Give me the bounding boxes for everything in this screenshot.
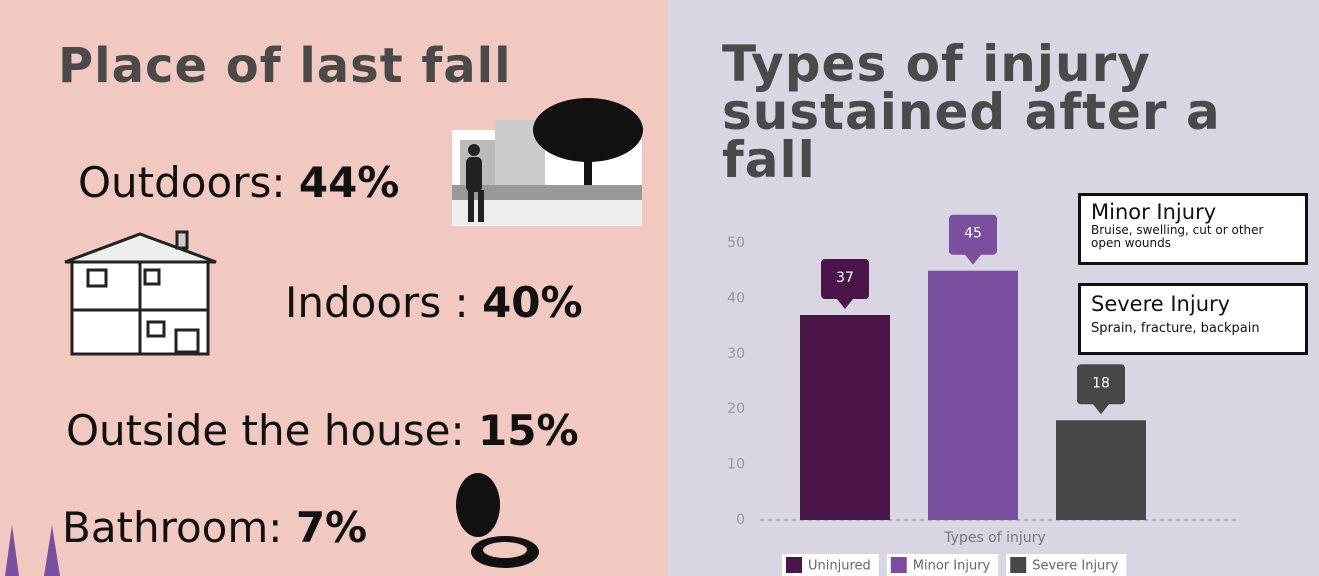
outdoor-icon	[452, 98, 643, 226]
y-tick-label: 30	[727, 346, 745, 362]
bar	[800, 315, 890, 520]
place-item: Outdoors: 44%	[78, 158, 399, 207]
chart-title-line: Types of injury	[722, 35, 1151, 93]
place-label: Bathroom:	[62, 503, 283, 552]
place-value: 44%	[298, 158, 400, 207]
y-tick-label: 0	[736, 512, 745, 528]
left-panel: Place of last fall Outdoors: 44% Indoors…	[0, 0, 668, 576]
left-title: Place of last fall	[58, 38, 512, 94]
value-bubble	[949, 214, 997, 265]
annotation: Minor Injury Bruise, swelling, cut or oth…	[1078, 193, 1308, 265]
y-tick-label: 50	[727, 235, 745, 251]
value-label: 45	[964, 226, 982, 242]
place-label: Outdoors:	[78, 158, 286, 207]
annotation-title: Minor Injury	[1091, 200, 1217, 224]
annotation-text: Bruise, swelling, cut or other open woun…	[1091, 223, 1264, 250]
y-tick-label: 10	[727, 457, 745, 473]
value-label: 37	[836, 270, 854, 286]
legend-label: Severe Injury	[1032, 559, 1118, 574]
value-bubble	[821, 259, 869, 310]
legend-bg	[886, 554, 999, 576]
place-value: 15%	[478, 406, 579, 455]
y-tick-label: 20	[727, 401, 745, 417]
legend-item: Severe Injury	[1006, 554, 1127, 576]
chart-title: Types of injury sustained after a fall	[722, 35, 1319, 189]
annotation: Severe Injury Sprain, fracture, backpain	[1078, 283, 1308, 355]
legend-label: Uninjured	[808, 559, 871, 574]
tower-icon	[5, 525, 60, 576]
place-label: Outside the house:	[66, 406, 465, 455]
y-tick-label: 40	[727, 290, 745, 306]
place-item: Outside the house: 15%	[66, 406, 579, 455]
bar	[1056, 420, 1146, 520]
left-icons	[5, 98, 643, 576]
place-value: 7%	[295, 503, 368, 552]
chart-title-line: sustained after a fall	[722, 83, 1221, 189]
legend-bg	[1006, 554, 1127, 576]
house-icon	[64, 230, 217, 356]
legend-swatch	[890, 557, 907, 573]
toilet-icon	[456, 473, 539, 568]
place-label: Indoors :	[285, 278, 469, 327]
value-label: 18	[1092, 375, 1110, 391]
place-value: 40%	[482, 278, 583, 327]
value-bubble	[1077, 364, 1125, 415]
legend-bg	[782, 554, 879, 576]
x-axis-label: Types of injury	[943, 530, 1045, 546]
legend-swatch	[1010, 557, 1027, 573]
annotation-title: Severe Injury	[1091, 292, 1231, 316]
legend-label: Minor Injury	[913, 559, 991, 574]
legend-item: Minor Injury	[886, 554, 999, 576]
legend-item: Uninjured	[782, 554, 879, 576]
legend-swatch	[786, 557, 802, 573]
place-item: Bathroom: 7%	[62, 503, 367, 552]
annotation-text: Sprain, fracture, backpain	[1091, 321, 1260, 336]
place-item: Indoors : 40%	[285, 278, 583, 327]
bar	[928, 270, 1018, 520]
